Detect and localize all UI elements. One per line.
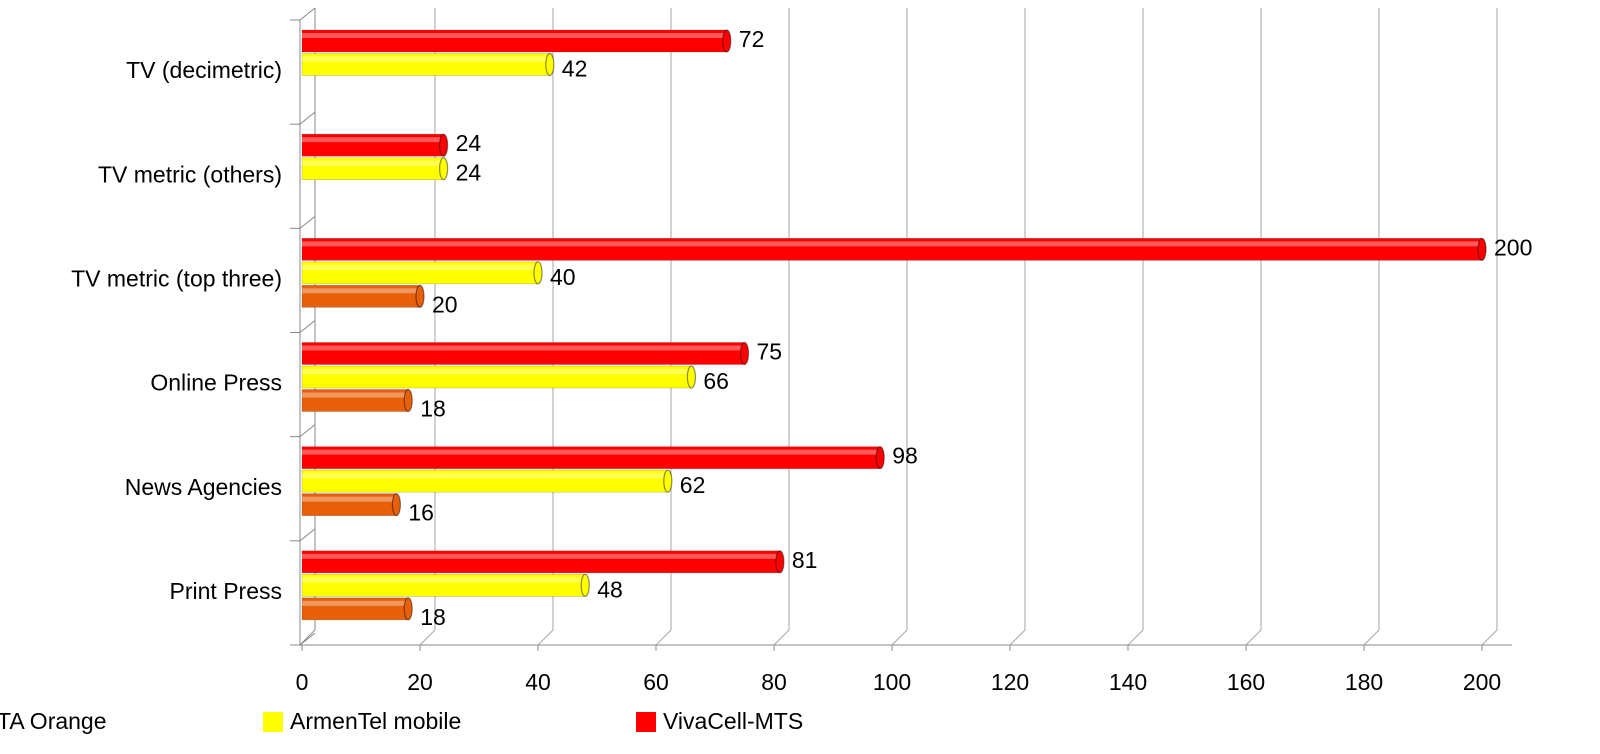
legend-label: TA Orange [0, 708, 107, 734]
legend-label: VivaCell-MTS [663, 708, 803, 734]
value-label: 200 [1494, 234, 1532, 260]
grid-line [655, 629, 672, 646]
x-tick-label: 180 [1345, 669, 1383, 695]
bar-highlight [302, 392, 409, 398]
bar-highlight [302, 264, 538, 270]
bar-highlight [302, 56, 550, 62]
grid-line [1009, 629, 1026, 646]
bar-highlight [302, 553, 780, 559]
value-label: 18 [420, 604, 446, 630]
bar-cap [403, 597, 413, 621]
bar-highlight [302, 345, 745, 351]
bar-cap [775, 550, 785, 574]
bar-highlight [302, 33, 727, 38]
value-label: 20 [432, 291, 458, 317]
value-label: 40 [550, 264, 576, 290]
bar-cap [722, 29, 732, 53]
value-label: 72 [739, 26, 765, 52]
legend-label: ArmenTel mobile [290, 708, 461, 734]
legend-swatch [263, 712, 283, 732]
category-tick [299, 424, 316, 438]
bar-highlight [302, 241, 1482, 247]
value-label: 75 [757, 339, 783, 365]
bar-highlight [302, 600, 409, 606]
x-tick-label: 80 [761, 669, 787, 695]
value-label: 48 [597, 576, 623, 602]
bar-cap [663, 469, 673, 493]
category-tick [299, 632, 316, 646]
x-tick-label: 100 [873, 669, 911, 695]
category-label: TV metric (top three) [71, 265, 282, 291]
bar-cap [403, 388, 413, 413]
grid-line [891, 629, 908, 646]
legend-swatch [636, 712, 656, 732]
grid-line [773, 629, 790, 646]
x-tick-label: 120 [991, 669, 1029, 695]
category-tick [299, 7, 316, 21]
grid-line [419, 629, 436, 646]
category-tick [299, 111, 316, 125]
category-tick [299, 215, 316, 229]
bar-cap [391, 493, 401, 517]
value-label: 81 [792, 547, 818, 573]
bar-cap [686, 365, 697, 389]
category-tick [299, 320, 316, 333]
bar-highlight [302, 577, 586, 583]
bar-highlight [302, 449, 881, 455]
value-label: 24 [456, 160, 482, 186]
x-tick-label: 60 [643, 669, 669, 695]
bar-highlight [302, 288, 420, 294]
x-tick-label: 160 [1227, 669, 1265, 695]
value-label: 98 [892, 443, 918, 469]
bar-cap [580, 573, 590, 597]
bar-cap [1477, 237, 1487, 261]
category-label: TV (decimetric) [126, 57, 282, 83]
value-label: 66 [703, 368, 729, 394]
bar-highlight [302, 369, 692, 374]
bar-cap [875, 446, 885, 470]
category-tick [299, 528, 316, 542]
bar-cap [739, 341, 750, 366]
value-label: 16 [408, 500, 434, 526]
value-label: 24 [456, 130, 482, 156]
x-tick-label: 200 [1463, 669, 1501, 695]
x-tick-label: 140 [1109, 669, 1147, 695]
bar-cap [439, 133, 449, 157]
grid-line [1245, 629, 1262, 646]
x-tick-label: 20 [407, 669, 433, 695]
grid-line [537, 629, 554, 646]
category-label: Print Press [170, 578, 282, 604]
value-label: 62 [680, 472, 706, 498]
bar-cap [439, 157, 449, 181]
category-label: TV metric (others) [98, 161, 282, 187]
bar-highlight [302, 160, 444, 166]
bar-highlight [302, 496, 397, 502]
bar-cap [545, 52, 555, 77]
value-label: 18 [420, 396, 446, 422]
grid-line [1481, 629, 1498, 646]
grid-line [1127, 629, 1144, 646]
bar-highlight [302, 137, 444, 143]
grid-line [1363, 629, 1380, 646]
category-label: News Agencies [125, 474, 282, 500]
x-tick-label: 0 [296, 669, 309, 695]
value-label: 42 [562, 56, 588, 82]
bar-cap [415, 284, 425, 308]
category-label: Online Press [150, 370, 282, 396]
bar-highlight [302, 473, 668, 479]
bar-cap [533, 261, 543, 285]
x-tick-label: 40 [525, 669, 551, 695]
